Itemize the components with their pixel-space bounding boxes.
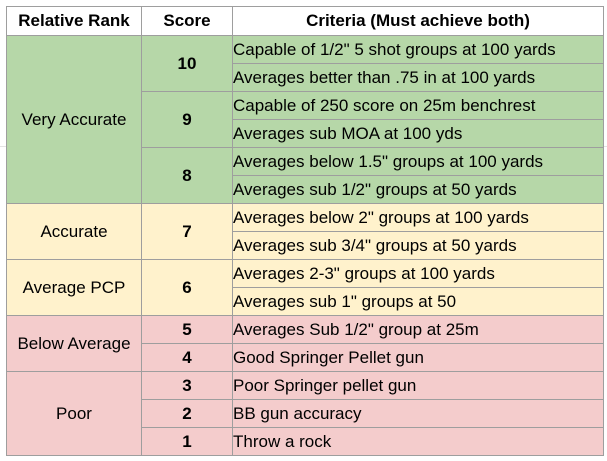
rank-cell-very-accurate[interactable]: Very Accurate xyxy=(6,35,142,204)
accuracy-rank-table: Relative Rank Score Criteria (Must achie… xyxy=(6,6,604,456)
table-row: Accurate 7 Averages below 2" groups at 1… xyxy=(6,203,604,260)
criteria-cell[interactable]: Averages Sub 1/2" group at 25m xyxy=(232,315,604,344)
criteria-cell[interactable]: Averages sub 1/2" groups at 50 yards xyxy=(232,175,604,204)
rank-cell-accurate[interactable]: Accurate xyxy=(6,203,142,260)
criteria-cell[interactable]: Poor Springer pellet gun xyxy=(232,371,604,400)
table-row: 9 Capable of 250 score on 25m benchrest xyxy=(7,91,604,148)
criteria-cell[interactable]: Averages better than .75 in at 100 yards xyxy=(232,63,604,92)
table-row: Averages sub 1/2" groups at 50 yards xyxy=(7,175,604,204)
table-row: Average PCP 6 Averages 2-3" groups at 10… xyxy=(6,259,604,316)
gridline xyxy=(603,146,607,147)
table-row: 1 Throw a rock xyxy=(7,427,604,456)
table-row: Averages sub 3/4" groups at 50 yards xyxy=(7,231,604,260)
criteria-cell[interactable]: Averages sub MOA at 100 yds xyxy=(232,119,604,148)
rank-cell-below-average[interactable]: Below Average xyxy=(6,315,142,372)
criteria-cell[interactable]: Capable of 250 score on 25m benchrest xyxy=(232,91,604,120)
header-criteria[interactable]: Criteria (Must achieve both) xyxy=(232,6,604,36)
score-cell[interactable]: 5 xyxy=(141,315,233,344)
criteria-cell[interactable]: BB gun accuracy xyxy=(232,399,604,428)
score-cell[interactable]: 7 xyxy=(141,203,233,260)
score-cell[interactable]: 3 xyxy=(141,371,233,400)
score-cell[interactable]: 4 xyxy=(141,343,233,372)
criteria-cell[interactable]: Throw a rock xyxy=(232,427,604,456)
criteria-cell[interactable]: Averages sub 1" groups at 50 xyxy=(232,287,604,316)
table-row: Averages sub MOA at 100 yds xyxy=(7,119,604,148)
table-row: Averages better than .75 in at 100 yards xyxy=(7,63,604,92)
criteria-cell[interactable]: Good Springer Pellet gun xyxy=(232,343,604,372)
score-cell[interactable]: 9 xyxy=(141,91,233,148)
table-row: 4 Good Springer Pellet gun xyxy=(7,343,604,372)
header-score[interactable]: Score xyxy=(141,6,233,36)
rank-cell-poor[interactable]: Poor xyxy=(6,371,142,456)
gridline xyxy=(0,146,6,147)
rank-cell-average-pcp[interactable]: Average PCP xyxy=(6,259,142,316)
score-cell[interactable]: 8 xyxy=(141,147,233,204)
criteria-cell[interactable]: Averages sub 3/4" groups at 50 yards xyxy=(232,231,604,260)
criteria-cell[interactable]: Capable of 1/2" 5 shot groups at 100 yar… xyxy=(232,35,604,64)
table-row: 2 BB gun accuracy xyxy=(7,399,604,428)
criteria-cell[interactable]: Averages 2-3" groups at 100 yards xyxy=(232,259,604,288)
score-cell[interactable]: 10 xyxy=(141,35,233,92)
table-row: Very Accurate 10 Capable of 1/2" 5 shot … xyxy=(6,35,604,204)
header-row: Relative Rank Score Criteria (Must achie… xyxy=(6,6,604,36)
score-cell[interactable]: 1 xyxy=(141,427,233,456)
criteria-cell[interactable]: Averages below 1.5" groups at 100 yards xyxy=(232,147,604,176)
criteria-cell[interactable]: Averages below 2" groups at 100 yards xyxy=(232,203,604,232)
score-cell[interactable]: 6 xyxy=(141,259,233,316)
table-row: Poor 3 Poor Springer pellet gun xyxy=(6,371,604,456)
table-row: 8 Averages below 1.5" groups at 100 yard… xyxy=(7,147,604,204)
header-relative-rank[interactable]: Relative Rank xyxy=(6,6,142,36)
table-row: Below Average 5 Averages Sub 1/2" group … xyxy=(6,315,604,372)
score-cell[interactable]: 2 xyxy=(141,399,233,428)
